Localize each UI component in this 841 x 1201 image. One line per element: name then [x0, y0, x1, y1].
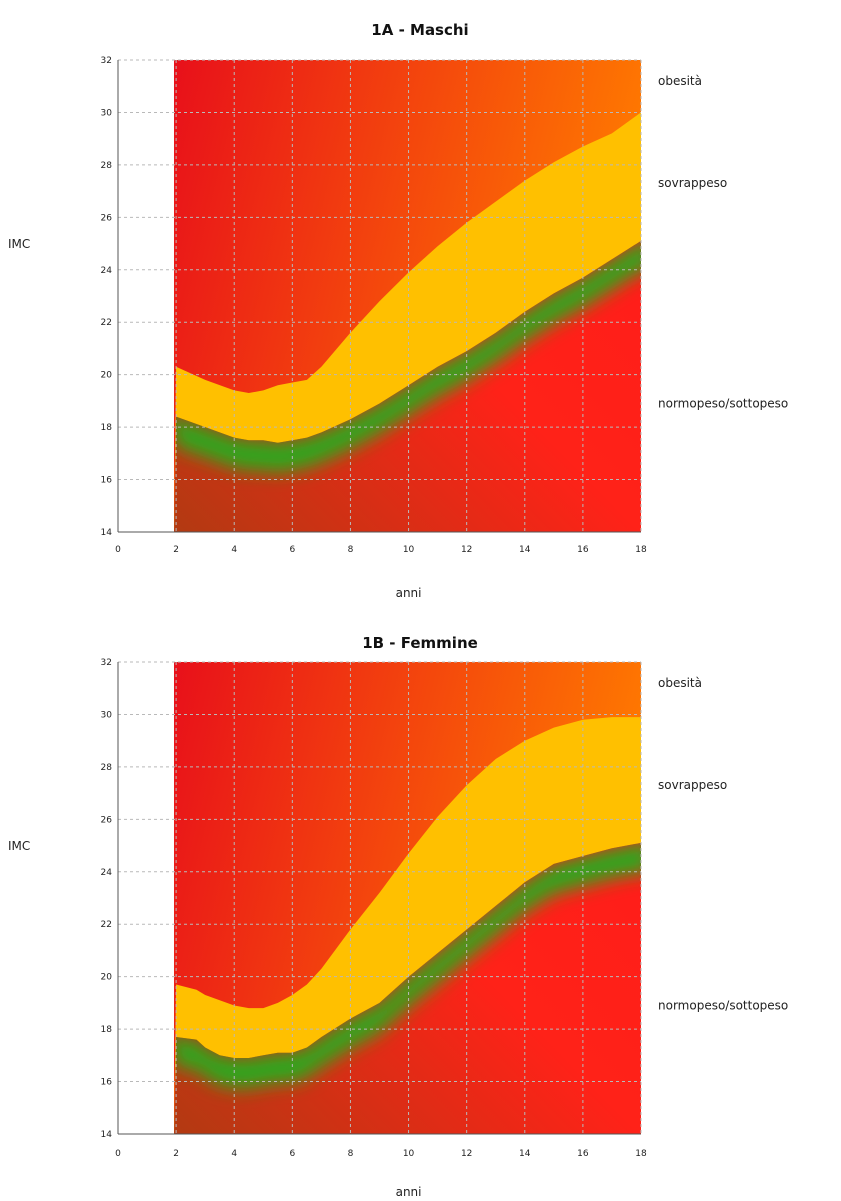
y-tick-label: 30 — [101, 710, 113, 720]
chart-title: 1B - Femmine — [362, 634, 478, 652]
y-tick-label: 16 — [101, 1078, 113, 1088]
x-tick-label: 14 — [519, 1149, 531, 1159]
x-tick-label: 2 — [173, 1149, 179, 1159]
x-axis-label: anni — [396, 1185, 422, 1199]
x-tick-label: 8 — [348, 545, 354, 555]
y-tick-label: 24 — [101, 266, 113, 276]
x-tick-label: 8 — [348, 1149, 354, 1159]
y-axis-label: IMC — [8, 237, 30, 251]
x-tick-label: 0 — [115, 545, 121, 555]
y-tick-label: 20 — [101, 973, 113, 983]
y-tick-label: 32 — [101, 658, 112, 668]
y-tick-label: 28 — [101, 161, 113, 171]
x-tick-label: 6 — [289, 545, 295, 555]
x-tick-label: 10 — [403, 1149, 415, 1159]
y-tick-label: 24 — [101, 868, 113, 878]
zone-label: normopeso/sottopeso — [658, 999, 788, 1013]
x-tick-label: 4 — [231, 1149, 237, 1159]
zone-label: sovrappeso — [658, 778, 727, 792]
zone-label: obesità — [658, 676, 702, 690]
y-tick-label: 14 — [101, 1130, 113, 1140]
x-tick-label: 12 — [461, 545, 472, 555]
zone-label: obesità — [658, 74, 702, 88]
x-tick-label: 10 — [403, 545, 415, 555]
x-tick-label: 14 — [519, 545, 531, 555]
x-tick-label: 18 — [635, 1149, 647, 1159]
y-tick-label: 30 — [101, 108, 113, 118]
y-tick-label: 14 — [101, 528, 113, 538]
y-axis-label: IMC — [8, 839, 30, 853]
y-tick-label: 16 — [101, 476, 113, 486]
healthy-zone-band — [174, 240, 641, 473]
healthy-zone-band — [174, 842, 641, 1088]
chart-title: 1A - Maschi — [371, 21, 468, 39]
y-tick-label: 28 — [101, 763, 113, 773]
x-tick-label: 16 — [577, 545, 589, 555]
x-axis-label: anni — [396, 586, 422, 600]
x-tick-label: 16 — [577, 1149, 589, 1159]
y-tick-label: 22 — [101, 920, 112, 930]
x-tick-label: 0 — [115, 1149, 121, 1159]
x-tick-label: 2 — [173, 545, 179, 555]
y-tick-label: 32 — [101, 56, 112, 66]
x-tick-label: 4 — [231, 545, 237, 555]
y-tick-label: 18 — [101, 1025, 113, 1035]
y-tick-label: 18 — [101, 423, 113, 433]
y-tick-label: 20 — [101, 371, 113, 381]
zone-label: normopeso/sottopeso — [658, 397, 788, 411]
y-tick-label: 26 — [101, 213, 113, 223]
x-tick-label: 18 — [635, 545, 647, 555]
zone-label: sovrappeso — [658, 176, 727, 190]
x-tick-label: 6 — [289, 1149, 295, 1159]
y-tick-label: 26 — [101, 815, 113, 825]
y-tick-label: 22 — [101, 318, 112, 328]
x-tick-label: 12 — [461, 1149, 472, 1159]
